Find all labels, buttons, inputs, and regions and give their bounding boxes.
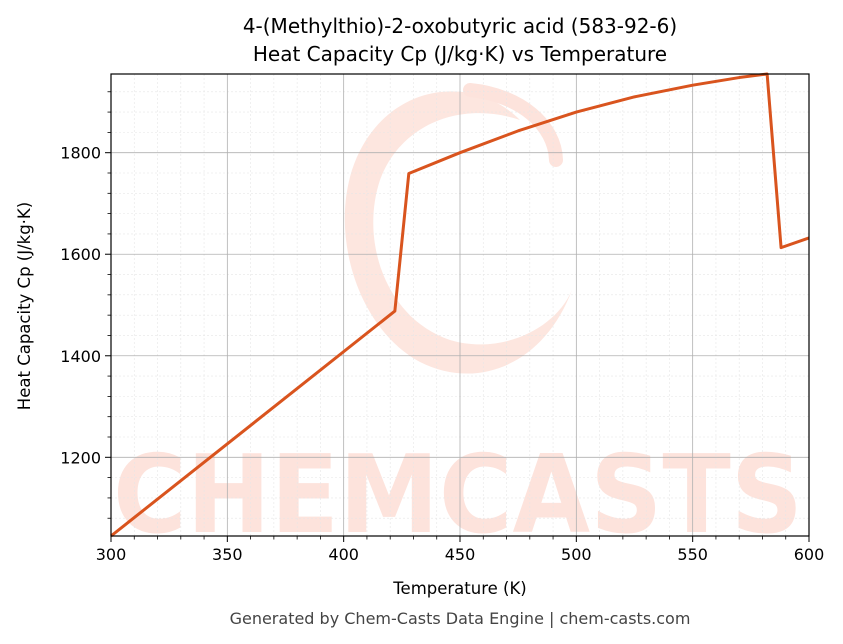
- x-tick-label: 400: [328, 545, 359, 564]
- x-tick-label: 350: [212, 545, 243, 564]
- x-axis-title: Temperature (K): [392, 579, 526, 598]
- y-axis-title: Heat Capacity Cp (J/kg·K): [15, 202, 34, 410]
- y-tick-label: 1800: [60, 144, 101, 163]
- x-tick-label: 500: [561, 545, 592, 564]
- series-line-0: [110, 72, 810, 538]
- chart-title-line1: 4-(Methylthio)-2-oxobutyric acid (583-92…: [243, 14, 677, 38]
- watermark: CHEMCASTS: [113, 83, 803, 558]
- chart-title-line2: Heat Capacity Cp (J/kg·K) vs Temperature: [253, 42, 667, 66]
- x-tick-label: 450: [445, 545, 476, 564]
- x-tick-label: 550: [677, 545, 708, 564]
- series-layer: [110, 72, 810, 538]
- watermark-logo-stroke: [463, 83, 563, 167]
- footer-credit: Generated by Chem-Casts Data Engine | ch…: [230, 609, 691, 628]
- x-tick-label: 600: [794, 545, 825, 564]
- watermark-text: CHEMCASTS: [113, 433, 803, 558]
- ticks: 300 350 400 450 500 550 600 1200 1400 1600 1800: [60, 91, 825, 564]
- y-tick-label: 1200: [60, 448, 101, 467]
- y-tick-label: 1400: [60, 347, 101, 366]
- x-tick-label: 300: [96, 545, 127, 564]
- y-tick-label: 1600: [60, 245, 101, 264]
